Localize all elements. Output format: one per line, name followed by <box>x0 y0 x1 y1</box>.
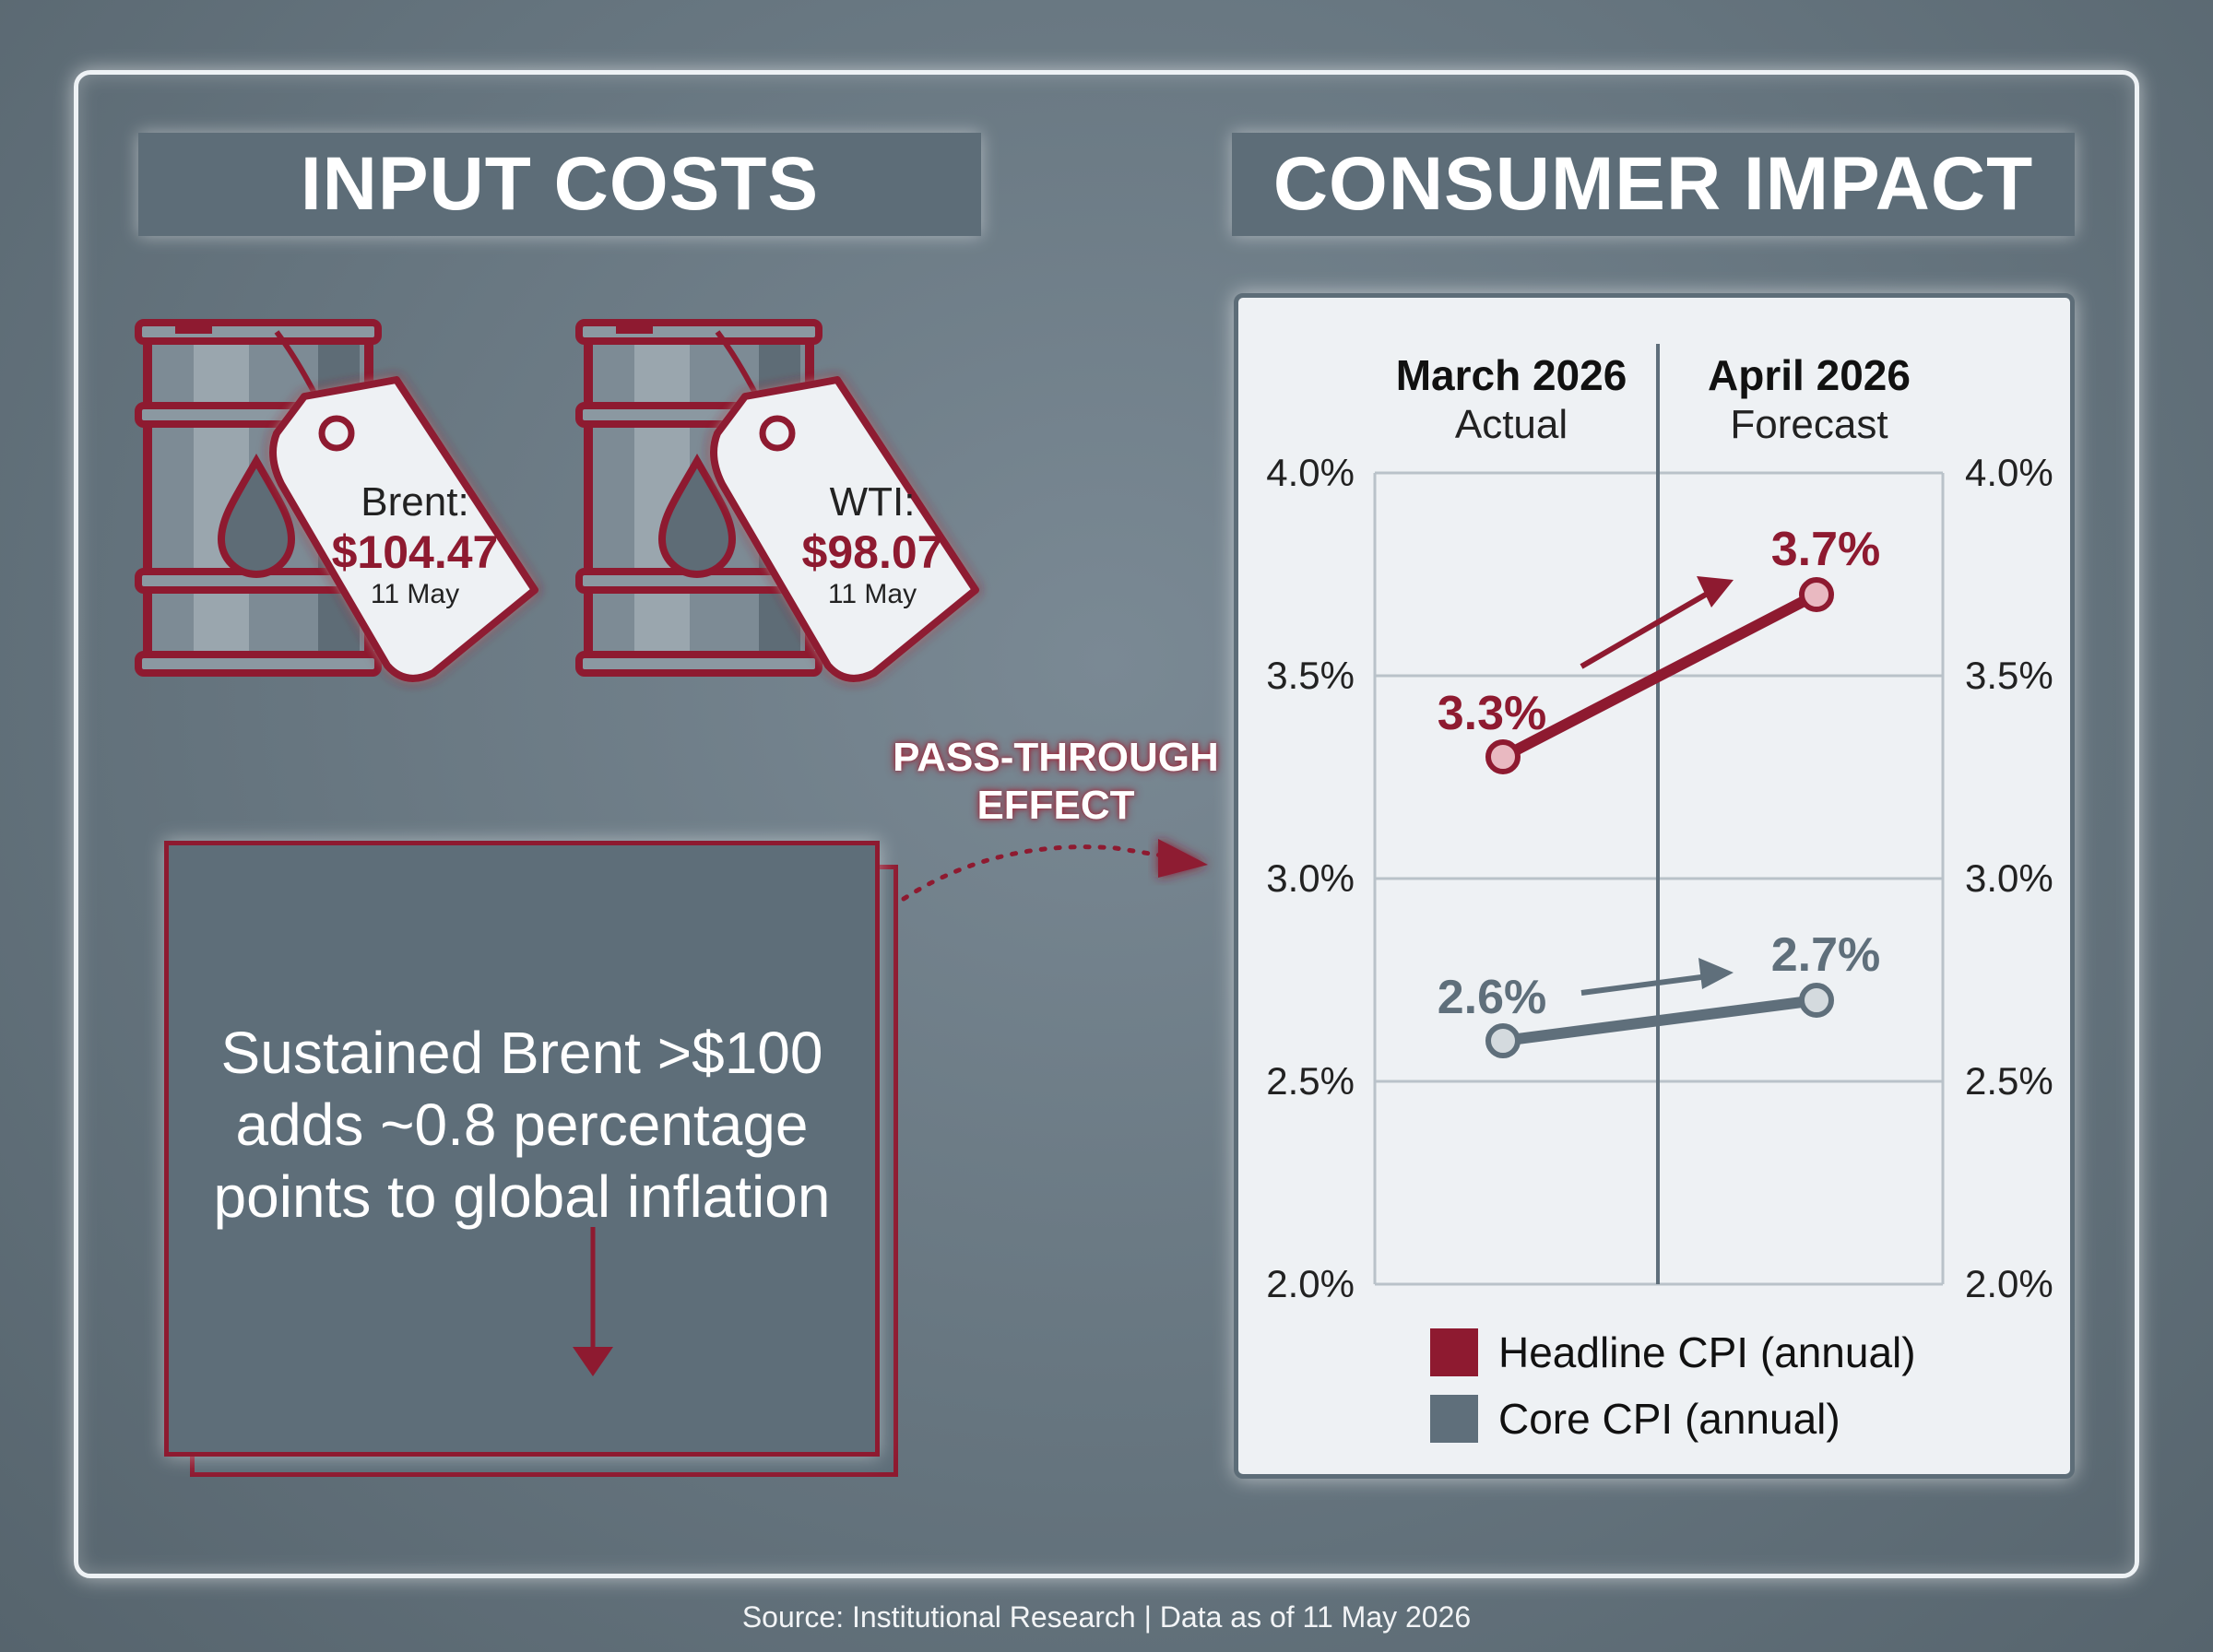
core-point <box>1799 983 1834 1018</box>
y-tick-label-right: 3.0% <box>1965 856 2053 900</box>
pass-through-line2: EFFECT <box>976 783 1135 828</box>
data-label: 2.7% <box>1771 928 1881 982</box>
wti-label: WTI: <box>829 479 916 525</box>
brent-barrel-group <box>135 319 538 682</box>
brent-label: Brent: <box>361 479 469 525</box>
source-note: Source: Institutional Research | Data as… <box>741 1600 1472 1634</box>
consumer-impact-header: CONSUMER IMPACT <box>1232 133 2075 236</box>
input-costs-header: INPUT COSTS <box>138 133 981 236</box>
wti-price: $98.07 <box>801 526 943 578</box>
y-tick-label-right: 2.5% <box>1965 1059 2053 1103</box>
tag-hole <box>759 415 796 452</box>
arrow-head <box>1698 958 1734 989</box>
headline-point <box>1485 739 1521 774</box>
core-point <box>1485 1023 1521 1058</box>
y-tick-label-right: 4.0% <box>1965 451 2053 494</box>
legend-swatch-core <box>1430 1395 1478 1443</box>
oil-drop-icon <box>657 453 737 578</box>
y-tick-label-left: 2.0% <box>1266 1262 1355 1305</box>
legend-label: Core CPI (annual) <box>1498 1395 1840 1443</box>
brent-tag-text: Brent: $104.47 11 May <box>314 479 516 610</box>
y-tick-label-left: 3.5% <box>1266 654 1355 697</box>
wti-tag-text: WTI: $98.07 11 May <box>771 479 974 610</box>
pass-through-arrow <box>901 839 1208 902</box>
barrel-rim <box>135 651 382 677</box>
headline-series-line <box>1497 589 1822 762</box>
barrel-rim <box>575 651 822 677</box>
category-title: April 2026 <box>1708 351 1911 399</box>
pass-through-label: PASS-THROUGH EFFECT <box>885 734 1226 830</box>
barrel-rim <box>135 319 382 345</box>
y-tick-label-right: 2.0% <box>1965 1262 2053 1305</box>
callout-text: Sustained Brent >$100 adds ~0.8 percenta… <box>213 1020 831 1230</box>
oil-drop-icon <box>217 453 296 578</box>
wti-date: 11 May <box>827 579 917 609</box>
chart-panel: 2.0% 2.0% 2.5% 2.5% 3.0% 3.0% 3.5% 3.5% 4.0% 4.0%… <box>1234 293 2075 1479</box>
wti-barrel-group <box>575 319 979 682</box>
callout-card: Sustained Brent >$100 adds ~0.8 percenta… <box>164 841 880 1457</box>
data-label: 3.7% <box>1771 523 1881 576</box>
category-subtitle: Actual <box>1455 402 1568 447</box>
brent-price: $104.47 <box>331 526 499 578</box>
category-title: March 2026 <box>1396 351 1627 399</box>
pass-through-line1: PASS-THROUGH <box>893 735 1219 780</box>
y-tick-label-right: 3.5% <box>1965 654 2053 697</box>
price-tag-icon <box>710 376 979 682</box>
arrow-head <box>1697 576 1734 608</box>
tag-hole <box>318 415 355 452</box>
headline-point <box>1799 577 1834 612</box>
price-tag-icon <box>269 376 538 682</box>
arrow-up-right-icon <box>1580 586 1717 669</box>
outer-frame <box>74 70 2139 1578</box>
barrel-cap <box>175 323 212 334</box>
brent-date: 11 May <box>370 579 460 609</box>
barrel-cap <box>616 323 653 334</box>
y-tick-label-left: 4.0% <box>1266 451 1355 494</box>
legend-swatch-headline <box>1430 1328 1478 1376</box>
arrow-down-icon <box>573 1227 613 1376</box>
category-subtitle: Forecast <box>1730 402 1888 447</box>
data-label: 3.3% <box>1438 687 1547 740</box>
y-tick-label-left: 3.0% <box>1266 856 1355 900</box>
arrow-up-right-icon <box>1580 973 1716 996</box>
barrel-rim <box>575 319 822 345</box>
legend-label: Headline CPI (annual) <box>1498 1328 1916 1376</box>
core-series-line <box>1497 995 1822 1046</box>
y-tick-label-left: 2.5% <box>1266 1059 1355 1103</box>
cpi-chart: 2.0% 2.0% 2.5% 2.5% 3.0% 3.0% 3.5% 3.5% 4.0% 4.0%… <box>1266 344 2053 1443</box>
data-label: 2.6% <box>1438 971 1547 1024</box>
